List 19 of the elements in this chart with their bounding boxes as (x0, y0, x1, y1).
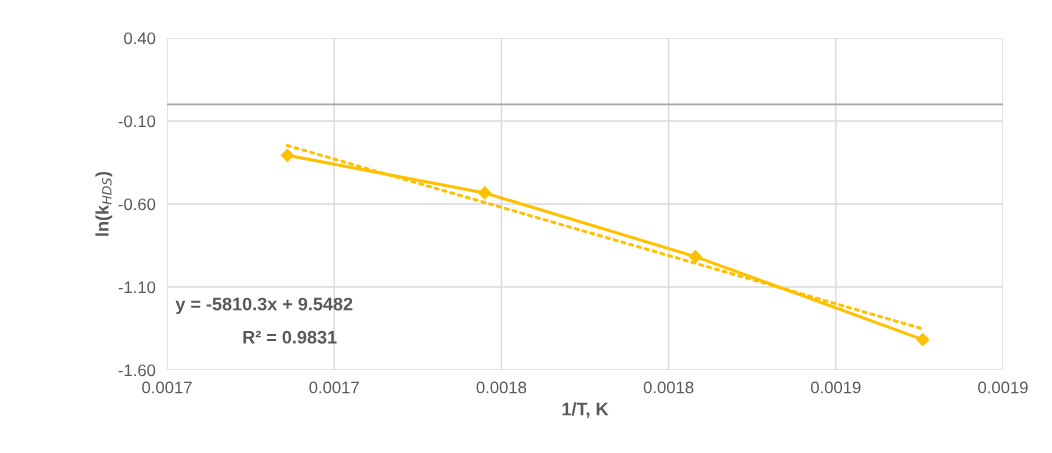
x-tick-label: 0.0018 (476, 381, 527, 394)
x-axis-title: 1/T, K (562, 402, 609, 419)
point (478, 186, 492, 200)
annotation: y = -5810.3x + 9.5482 (175, 297, 353, 314)
x-tick-label: 0.0019 (978, 381, 1028, 394)
y-tick-label: -1.10 (118, 281, 156, 294)
y-tick-label: -0.60 (118, 198, 156, 211)
x-tick-label: 0.0017 (142, 381, 192, 394)
y-axis-title: ln(k$_{HDS}$) (95, 171, 113, 236)
annotation: R² = 0.9831 (243, 330, 337, 344)
x-tick-label: 0.0018 (643, 381, 694, 394)
y-tick-label: -0.10 (118, 115, 156, 128)
x-tick-label: 0.0017 (309, 381, 359, 394)
y-tick-label: -1.60 (118, 364, 156, 377)
point (280, 148, 294, 162)
x-tick-label: 0.0019 (810, 381, 861, 394)
y-tick-label: 0.40 (124, 32, 156, 45)
point (916, 333, 930, 347)
point (688, 250, 702, 264)
